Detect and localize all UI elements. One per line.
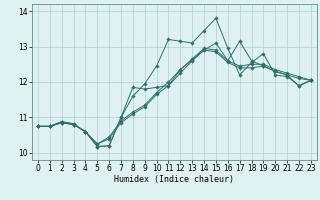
X-axis label: Humidex (Indice chaleur): Humidex (Indice chaleur) — [115, 175, 234, 184]
